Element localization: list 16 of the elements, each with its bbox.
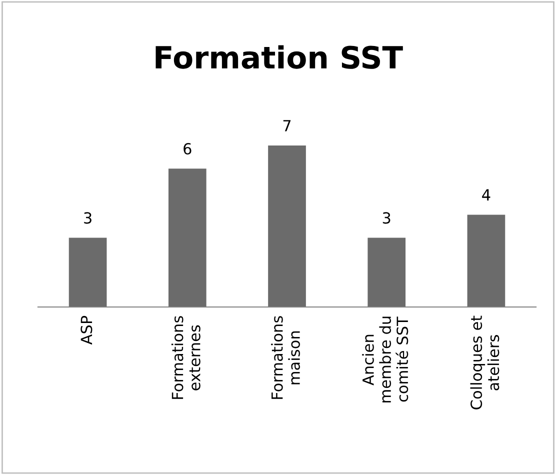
bar: [268, 146, 306, 307]
data-label: 3: [84, 212, 92, 224]
chart-title: Formation SST: [156, 45, 403, 69]
x-tick-label: Formations externes: [171, 316, 200, 399]
data-label: 7: [283, 120, 291, 132]
bar: [368, 238, 406, 307]
x-tick-label: Colloques et ateliers: [470, 316, 500, 410]
bar: [168, 168, 206, 307]
data-label: 4: [482, 189, 490, 200]
bar: [467, 214, 506, 307]
data-label: 3: [382, 212, 390, 224]
bar: [68, 238, 107, 307]
x-tick-label: Ancien membre du comité SST: [362, 316, 408, 402]
x-tick-label: Formations maison: [271, 316, 300, 399]
x-tick-label: ASP: [80, 316, 92, 345]
data-label: 6: [184, 142, 192, 155]
